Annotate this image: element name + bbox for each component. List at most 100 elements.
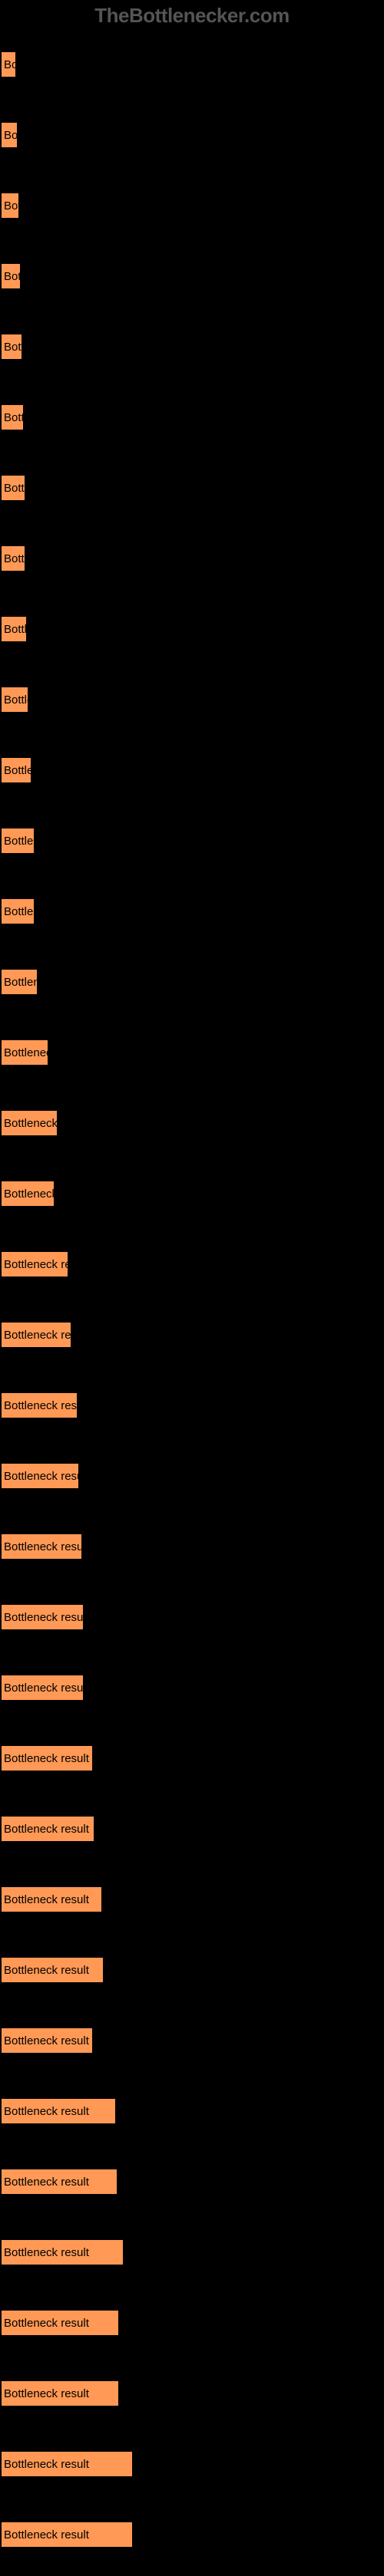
row-label [2,1306,382,1319]
bar-label: Bottleneck result [4,1329,71,1342]
watermark-text: TheBottlenecker.com [0,0,384,35]
bar-track: Bottleneck result [2,2311,382,2335]
bar: Bottleneck result [2,1675,83,1700]
bar: Bottleneck result [2,1605,83,1629]
bar: Bottleneck result [2,2028,92,2053]
bar-track: Bottleneck result [2,1958,382,1982]
row-label [2,1588,382,1602]
bar-label: Bottleneck result [4,270,20,283]
row-label [2,2082,382,2096]
bar-label: Bottleneck result [4,1046,48,1059]
bar-label: Bottleneck result [4,1470,78,1483]
chart-row: Bottleneck result [2,1588,382,1629]
row-label [2,670,382,684]
row-label [2,2153,382,2166]
bar-label: Bottleneck result [4,835,34,848]
row-label [2,1870,382,1884]
row-label [2,741,382,755]
bar: Bottleneck result [2,405,23,430]
bar-chart: Bottleneck result Bottleneck result Bottle… [0,35,384,2547]
chart-row: Bottleneck result [2,2435,382,2476]
bar-label: Bottleneck result [4,2176,89,2189]
chart-row: Bottleneck result [2,2153,382,2194]
row-label [2,2435,382,2449]
bar: Bottleneck result [2,1181,54,1206]
bar-label: Bottleneck result [4,2528,89,2541]
bar: Bottleneck result [2,758,31,782]
row-label [2,1941,382,1955]
row-label [2,106,382,120]
chart-row: Bottleneck result [2,2011,382,2053]
bar-track: Bottleneck result [2,1464,382,1488]
row-label [2,35,382,49]
bar-label: Bottleneck result [4,623,26,636]
bar-label: Bottleneck result [4,1399,77,1412]
bar-label: Bottleneck result [4,905,34,918]
bar-track: Bottleneck result [2,1746,382,1771]
chart-row: Bottleneck result [2,953,382,994]
chart-row: Bottleneck result [2,176,382,218]
bar-track: Bottleneck result [2,2240,382,2265]
bar-label: Bottleneck result [4,1611,83,1624]
bar-label: Bottleneck result [4,129,17,142]
row-label [2,388,382,402]
bar: Bottleneck result [2,2099,115,2123]
chart-row: Bottleneck result [2,1800,382,1841]
row-label [2,1729,382,1743]
bar: Bottleneck result [2,2169,117,2194]
bar: Bottleneck result [2,1887,101,1912]
bar-track: Bottleneck result [2,2381,382,2406]
bar-label: Bottleneck result [4,1258,68,1271]
bar: Bottleneck result [2,1746,92,1771]
bar: Bottleneck result [2,2381,118,2406]
row-label [2,2011,382,2025]
bar-track: Bottleneck result [2,1817,382,1841]
bar: Bottleneck result [2,1464,78,1488]
bar: Bottleneck result [2,2311,118,2335]
row-label [2,882,382,896]
bar-track: Bottleneck result [2,758,382,782]
bar: Bottleneck result [2,1817,94,1841]
bar-label: Bottleneck result [4,1823,89,1836]
bar: Bottleneck result [2,1323,71,1347]
bar-track: Bottleneck result [2,546,382,571]
bar: Bottleneck result [2,617,26,641]
bar-label: Bottleneck result [4,764,31,777]
row-label [2,1447,382,1461]
bar: Bottleneck result [2,828,34,853]
bar-track: Bottleneck result [2,899,382,924]
row-label [2,247,382,261]
bar: Bottleneck result [2,970,37,994]
row-label [2,2223,382,2237]
chart-row: Bottleneck result [2,1094,382,1135]
bar-track: Bottleneck result [2,1675,382,1700]
row-label [2,2505,382,2519]
row-label [2,529,382,543]
bar: Bottleneck result [2,334,22,359]
bar-track: Bottleneck result [2,2452,382,2476]
bar-track: Bottleneck result [2,1040,382,1065]
chart-row: Bottleneck result [2,2223,382,2265]
bar-label: Bottleneck result [4,1752,89,1765]
bar: Bottleneck result [2,1252,68,1276]
bar-track: Bottleneck result [2,970,382,994]
chart-row: Bottleneck result [2,600,382,641]
bar-label: Bottleneck result [4,1893,89,1906]
bar-label: Bottleneck result [4,1540,81,1553]
row-label [2,2364,382,2378]
bar: Bottleneck result [2,546,25,571]
chart-row: Bottleneck result [2,1235,382,1276]
bar-track: Bottleneck result [2,334,382,359]
row-label [2,2294,382,2308]
bar-track: Bottleneck result [2,1252,382,1276]
row-label [2,812,382,825]
chart-row: Bottleneck result [2,670,382,712]
bar-label: Bottleneck result [4,411,23,424]
chart-row: Bottleneck result [2,1164,382,1206]
chart-row: Bottleneck result [2,1870,382,1912]
chart-row: Bottleneck result [2,1659,382,1700]
chart-row: Bottleneck result [2,247,382,288]
bar-track: Bottleneck result [2,1111,382,1135]
bar: Bottleneck result [2,2240,123,2265]
row-label [2,1376,382,1390]
